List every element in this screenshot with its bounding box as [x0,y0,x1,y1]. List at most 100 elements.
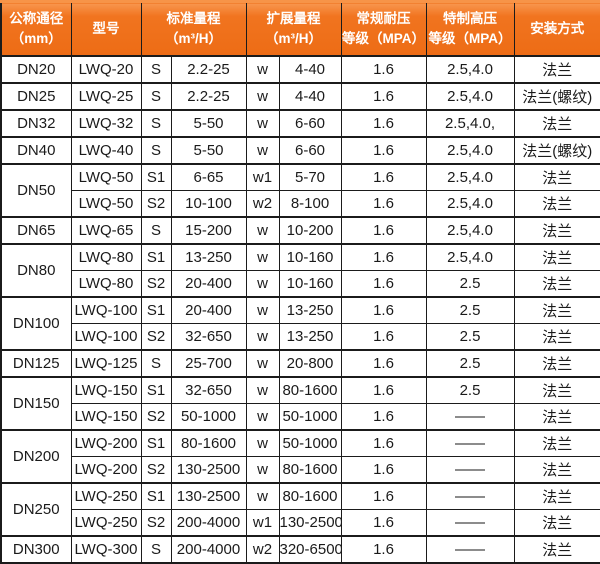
extended-grade-cell: w [246,217,279,244]
special-pressure-cell: 2.5 [426,377,514,404]
column-header-line: 扩展量程 [247,9,341,29]
diameter-cell: DN32 [1,110,71,137]
model-cell: LWQ-32 [71,110,141,137]
special-pressure-cell: 2.5 [426,350,514,377]
model-cell: LWQ-300 [71,536,141,563]
normal-pressure-cell: 1.6 [341,271,426,298]
installation-cell: 法兰 [514,457,600,484]
standard-range-cell: 20-400 [171,297,246,324]
model-cell: LWQ-25 [71,83,141,110]
extended-range-cell: 10-200 [279,217,341,244]
extended-grade-cell: w [246,56,279,83]
installation-cell: 法兰 [514,244,600,271]
diameter-cell: DN100 [1,297,71,350]
installation-cell: 法兰 [514,510,600,537]
installation-cell: 法兰 [514,164,600,191]
extended-grade-cell: w [246,377,279,404]
extended-range-cell: 10-160 [279,271,341,298]
column-header-line: 公称通径 [2,9,71,29]
special-pressure-cell: 2.5,4.0 [426,137,514,164]
standard-grade-cell: S2 [141,510,171,537]
extended-grade-cell: w [246,404,279,431]
standard-grade-cell: S2 [141,191,171,218]
model-cell: LWQ-100 [71,297,141,324]
special-pressure-cell: —— [426,430,514,457]
normal-pressure-cell: 1.6 [341,324,426,351]
standard-range-cell: 32-650 [171,377,246,404]
diameter-cell: DN200 [1,430,71,483]
extended-grade-cell: w [246,271,279,298]
extended-grade-cell: w [246,297,279,324]
standard-grade-cell: S [141,110,171,137]
column-header-line: 特制高压 [427,9,514,29]
special-pressure-cell: —— [426,457,514,484]
extended-grade-cell: w [246,324,279,351]
model-cell: LWQ-250 [71,510,141,537]
standard-grade-cell: S2 [141,271,171,298]
extended-grade-cell: w [246,457,279,484]
normal-pressure-cell: 1.6 [341,164,426,191]
normal-pressure-cell: 1.6 [341,110,426,137]
extended-grade-cell: w [246,137,279,164]
table-header-row: 公称通径（mm）型号标准量程（m³/H）扩展量程（m³/H）常规耐压等级（MPA… [1,2,600,57]
special-pressure-cell: 2.5 [426,271,514,298]
installation-cell: 法兰 [514,271,600,298]
flow-meter-spec-page: 公称通径（mm）型号标准量程（m³/H）扩展量程（m³/H）常规耐压等级（MPA… [0,0,600,535]
column-header-special-pressure: 特制高压等级（MPA） [426,2,514,57]
installation-cell: 法兰 [514,217,600,244]
standard-grade-cell: S [141,56,171,83]
model-cell: LWQ-250 [71,483,141,510]
standard-range-cell: 2.2-25 [171,56,246,83]
diameter-cell: DN150 [1,377,71,430]
extended-range-cell: 6-60 [279,110,341,137]
installation-cell: 法兰 [514,350,600,377]
diameter-cell: DN50 [1,164,71,217]
special-pressure-cell: 2.5,4.0 [426,191,514,218]
extended-range-cell: 320-6500 [279,536,341,563]
extended-range-cell: 80-1600 [279,483,341,510]
installation-cell: 法兰(螺纹) [514,83,600,110]
normal-pressure-cell: 1.6 [341,56,426,83]
extended-range-cell: 80-1600 [279,377,341,404]
special-pressure-cell: 2.5 [426,324,514,351]
column-header-line: 等级（MPA） [427,29,514,49]
standard-range-cell: 50-1000 [171,404,246,431]
standard-grade-cell: S [141,83,171,110]
standard-grade-cell: S1 [141,430,171,457]
standard-range-cell: 20-400 [171,271,246,298]
model-cell: LWQ-100 [71,324,141,351]
standard-grade-cell: S2 [141,324,171,351]
normal-pressure-cell: 1.6 [341,350,426,377]
column-header-extended-range: 扩展量程（m³/H） [246,2,341,57]
model-cell: LWQ-150 [71,377,141,404]
model-cell: LWQ-50 [71,164,141,191]
column-header-line: （m³/H） [142,29,246,49]
extended-range-cell: 13-250 [279,297,341,324]
special-pressure-cell: 2.5 [426,297,514,324]
model-cell: LWQ-80 [71,271,141,298]
special-pressure-cell: 2.5,4.0 [426,83,514,110]
installation-cell: 法兰 [514,324,600,351]
standard-range-cell: 6-65 [171,164,246,191]
model-cell: LWQ-200 [71,457,141,484]
normal-pressure-cell: 1.6 [341,430,426,457]
extended-grade-cell: w [246,430,279,457]
extended-grade-cell: w [246,110,279,137]
standard-grade-cell: S1 [141,483,171,510]
column-header-line: （m³/H） [247,29,341,49]
extended-grade-cell: w [246,350,279,377]
standard-range-cell: 200-4000 [171,510,246,537]
normal-pressure-cell: 1.6 [341,457,426,484]
standard-range-cell: 5-50 [171,137,246,164]
standard-grade-cell: S [141,350,171,377]
diameter-cell: DN65 [1,217,71,244]
